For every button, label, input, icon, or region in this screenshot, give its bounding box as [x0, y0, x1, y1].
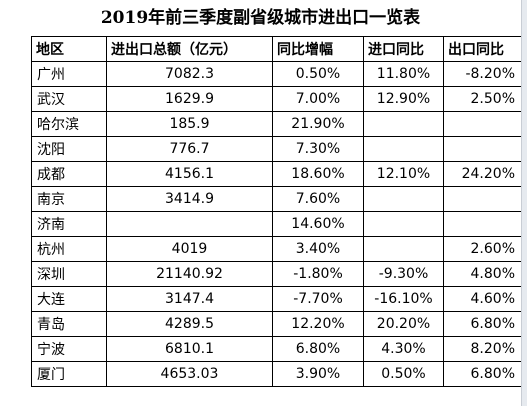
- cell-total: 185.9: [106, 111, 273, 137]
- cell-export-yoy: 4.60%: [443, 286, 522, 312]
- table-row: 杭州 4019 3.40% 2.60%: [31, 236, 522, 262]
- cell-total: 7082.3: [106, 61, 273, 87]
- cell-export-yoy: 2.60%: [443, 236, 522, 262]
- cell-export-yoy: -8.20%: [443, 61, 522, 87]
- cell-import-yoy: 0.50%: [363, 361, 444, 387]
- table-row: 深圳 21140.92 -1.80% -9.30% 4.80%: [31, 261, 522, 287]
- cell-growth: 3.90%: [272, 361, 364, 387]
- table-row: 厦门 4653.03 3.90% 0.50% 6.80%: [31, 361, 522, 387]
- cell-total: 4653.03: [106, 361, 273, 387]
- cell-export-yoy: 6.80%: [443, 361, 522, 387]
- cell-growth: 7.60%: [272, 186, 364, 212]
- cell-import-yoy: [363, 111, 444, 137]
- cell-total: 21140.92: [106, 261, 273, 287]
- cell-total: 6810.1: [106, 336, 273, 362]
- header-import-yoy: 进口同比: [363, 36, 444, 62]
- cell-export-yoy: 6.80%: [443, 311, 522, 337]
- cell-region: 大连: [31, 286, 107, 312]
- table-row: 南京 3414.9 7.60%: [31, 186, 522, 212]
- cell-growth: 18.60%: [272, 161, 364, 187]
- cell-import-yoy: 4.30%: [363, 336, 444, 362]
- cell-region: 青岛: [31, 311, 107, 337]
- cell-import-yoy: [363, 211, 444, 237]
- cell-region: 成都: [31, 161, 107, 187]
- table-row: 宁波 6810.1 6.80% 4.30% 8.20%: [31, 336, 522, 362]
- header-total: 进出口总额（亿元）: [106, 36, 273, 62]
- cell-growth: 7.30%: [272, 136, 364, 162]
- cell-import-yoy: 11.80%: [363, 61, 444, 87]
- cell-export-yoy: [443, 211, 522, 237]
- cell-region: 哈尔滨: [31, 111, 107, 137]
- cell-import-yoy: [363, 136, 444, 162]
- cell-export-yoy: [443, 136, 522, 162]
- table-row: 武汉 1629.9 7.00% 12.90% 2.50%: [31, 86, 522, 112]
- table-title: 2019年前三季度副省级城市进出口一览表: [100, 8, 421, 28]
- cell-region: 杭州: [31, 236, 107, 262]
- cell-import-yoy: [363, 186, 444, 212]
- cell-total: 3414.9: [106, 186, 273, 212]
- cell-total: 3147.4: [106, 286, 273, 312]
- cell-region: 武汉: [31, 86, 107, 112]
- header-growth: 同比增幅: [272, 36, 364, 62]
- table-row: 成都 4156.1 18.60% 12.10% 24.20%: [31, 161, 522, 187]
- cell-region: 济南: [31, 211, 107, 237]
- header-region: 地区: [31, 36, 107, 62]
- cell-export-yoy: [443, 186, 522, 212]
- cell-growth: -7.70%: [272, 286, 364, 312]
- left-margin: [0, 36, 31, 406]
- cell-export-yoy: 8.20%: [443, 336, 522, 362]
- cell-region: 厦门: [31, 361, 107, 387]
- cell-region: 南京: [31, 186, 107, 212]
- table-row: 沈阳 776.7 7.30%: [31, 136, 522, 162]
- cell-growth: 6.80%: [272, 336, 364, 362]
- cell-growth: 7.00%: [272, 86, 364, 112]
- cell-region: 沈阳: [31, 136, 107, 162]
- cell-growth: 3.40%: [272, 236, 364, 262]
- trade-table: 地区 进出口总额（亿元） 同比增幅 进口同比 出口同比 广州 7082.3 0.…: [31, 36, 522, 387]
- cell-growth: 21.90%: [272, 111, 364, 137]
- cell-export-yoy: 4.80%: [443, 261, 522, 287]
- cell-total: 4156.1: [106, 161, 273, 187]
- cell-total: 4019: [106, 236, 273, 262]
- cell-region: 广州: [31, 61, 107, 87]
- window-right-edge: [521, 0, 527, 406]
- header-row: 地区 进出口总额（亿元） 同比增幅 进口同比 出口同比: [31, 36, 522, 62]
- cell-region: 宁波: [31, 336, 107, 362]
- cell-import-yoy: 12.90%: [363, 86, 444, 112]
- table-row: 青岛 4289.5 12.20% 20.20% 6.80%: [31, 311, 522, 337]
- cell-total: [106, 211, 273, 237]
- cell-growth: 14.60%: [272, 211, 364, 237]
- cell-import-yoy: 12.10%: [363, 161, 444, 187]
- cell-total: 4289.5: [106, 311, 273, 337]
- cell-growth: -1.80%: [272, 261, 364, 287]
- cell-export-yoy: 2.50%: [443, 86, 522, 112]
- table-row: 哈尔滨 185.9 21.90%: [31, 111, 522, 137]
- cell-export-yoy: [443, 111, 522, 137]
- cell-import-yoy: -16.10%: [363, 286, 444, 312]
- table-row: 广州 7082.3 0.50% 11.80% -8.20%: [31, 61, 522, 87]
- header-export-yoy: 出口同比: [443, 36, 522, 62]
- cell-region: 深圳: [31, 261, 107, 287]
- cell-total: 776.7: [106, 136, 273, 162]
- table-row: 济南 14.60%: [31, 211, 522, 237]
- cell-export-yoy: 24.20%: [443, 161, 522, 187]
- table-row: 大连 3147.4 -7.70% -16.10% 4.60%: [31, 286, 522, 312]
- cell-import-yoy: [363, 236, 444, 262]
- cell-growth: 12.20%: [272, 311, 364, 337]
- cell-import-yoy: -9.30%: [363, 261, 444, 287]
- cell-total: 1629.9: [106, 86, 273, 112]
- cell-import-yoy: 20.20%: [363, 311, 444, 337]
- cell-growth: 0.50%: [272, 61, 364, 87]
